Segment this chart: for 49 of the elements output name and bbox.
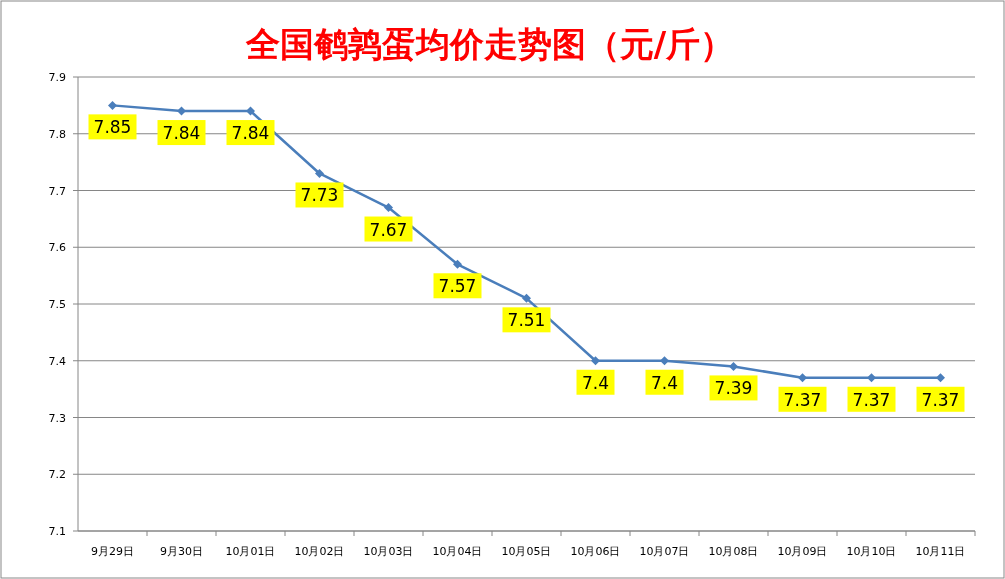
data-label: 7.67	[369, 219, 408, 240]
data-label: 7.37	[921, 389, 960, 410]
data-label: 7.73	[300, 185, 339, 206]
point	[591, 356, 600, 366]
x-tick-label: 10月01日	[225, 545, 276, 558]
data-label: 7.51	[507, 310, 546, 331]
x-tick-label: 10月05日	[501, 545, 552, 558]
x-tick-label: 10月11日	[915, 545, 966, 558]
x-tick-label: 10月07日	[639, 545, 690, 558]
data-label: 7.84	[231, 123, 270, 144]
y-tick-label: 7.3	[48, 411, 66, 425]
y-tick-label: 7.4	[48, 354, 66, 368]
x-tick-label: 10月04日	[432, 545, 483, 558]
y-tick-label: 7.7	[48, 184, 66, 198]
point	[246, 106, 255, 116]
point	[798, 373, 807, 383]
data-label: 7.39	[714, 378, 753, 399]
point	[867, 373, 876, 383]
y-tick-label: 7.2	[48, 468, 66, 482]
data-label: 7.57	[438, 276, 477, 297]
data-label: 7.37	[783, 389, 822, 410]
x-tick-label: 10月10日	[846, 545, 897, 558]
point	[177, 106, 186, 116]
point	[936, 373, 945, 383]
chart-title: 全国鹌鹑蛋均价走势图（元/斤）	[244, 24, 735, 64]
data-label: 7.85	[93, 117, 132, 138]
y-tick-label: 7.8	[48, 127, 66, 141]
point	[729, 361, 738, 371]
x-tick-label: 9月30日	[160, 545, 203, 558]
point	[315, 168, 324, 178]
data-label: 7.4	[581, 372, 610, 393]
point	[453, 259, 462, 269]
data-label: 7.4	[650, 372, 679, 393]
x-tick-label: 10月06日	[570, 545, 621, 558]
y-tick-label: 7.9	[48, 71, 66, 84]
y-tick-label: 7.6	[48, 241, 66, 255]
x-tick-label: 10月08日	[708, 545, 759, 558]
x-tick-label: 10月02日	[294, 545, 345, 558]
data-label: 7.37	[852, 389, 891, 410]
x-tick-label: 10月03日	[363, 545, 414, 558]
data-label: 7.84	[162, 123, 201, 144]
point	[108, 100, 117, 110]
x-tick-label: 9月29日	[91, 545, 134, 558]
x-tick-label: 10月09日	[777, 545, 828, 558]
point	[522, 293, 531, 303]
y-tick-label: 7.1	[48, 525, 66, 538]
point	[384, 203, 393, 213]
y-tick-label: 7.5	[48, 298, 66, 311]
point	[660, 356, 669, 366]
